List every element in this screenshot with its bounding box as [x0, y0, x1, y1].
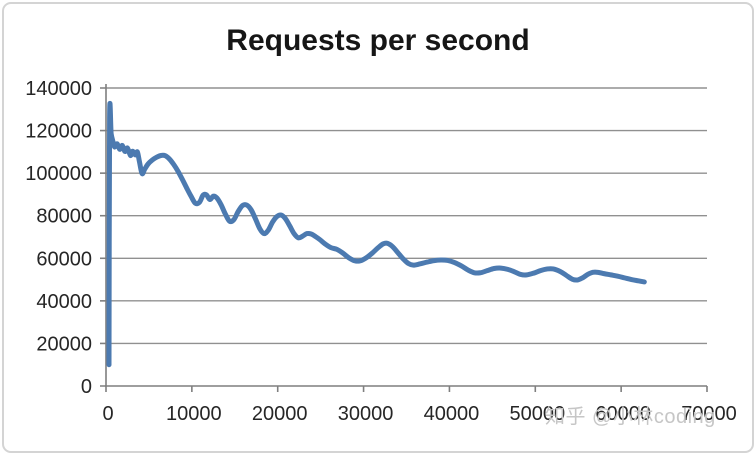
watermark: 知乎 @小林coding [545, 406, 716, 428]
x-tick-label: 60000 [595, 403, 651, 425]
y-tick-label: 20000 [36, 333, 92, 355]
x-tick-label: 30000 [338, 403, 394, 425]
x-tick-label: 50000 [509, 403, 565, 425]
x-tick-label: 10000 [166, 403, 222, 425]
y-tick-label: 0 [81, 376, 92, 398]
y-tick-label: 80000 [36, 206, 92, 228]
y-tick-label: 40000 [36, 291, 92, 313]
y-tick-label: 120000 [25, 121, 92, 143]
x-tick-label: 40000 [424, 403, 480, 425]
series-line [106, 101, 647, 368]
x-tick-label: 70000 [681, 403, 737, 425]
y-tick-label: 140000 [25, 78, 92, 100]
y-tick-label: 60000 [36, 248, 92, 270]
chart-title: Requests per second [226, 24, 530, 57]
x-tick-label: 0 [102, 403, 113, 425]
line-chart-canvas: 0 20000 40000 60000 80000 100000 120000 140000 0… [25, 78, 737, 425]
y-tick-label: 100000 [25, 163, 92, 185]
x-tick-label: 20000 [252, 403, 308, 425]
